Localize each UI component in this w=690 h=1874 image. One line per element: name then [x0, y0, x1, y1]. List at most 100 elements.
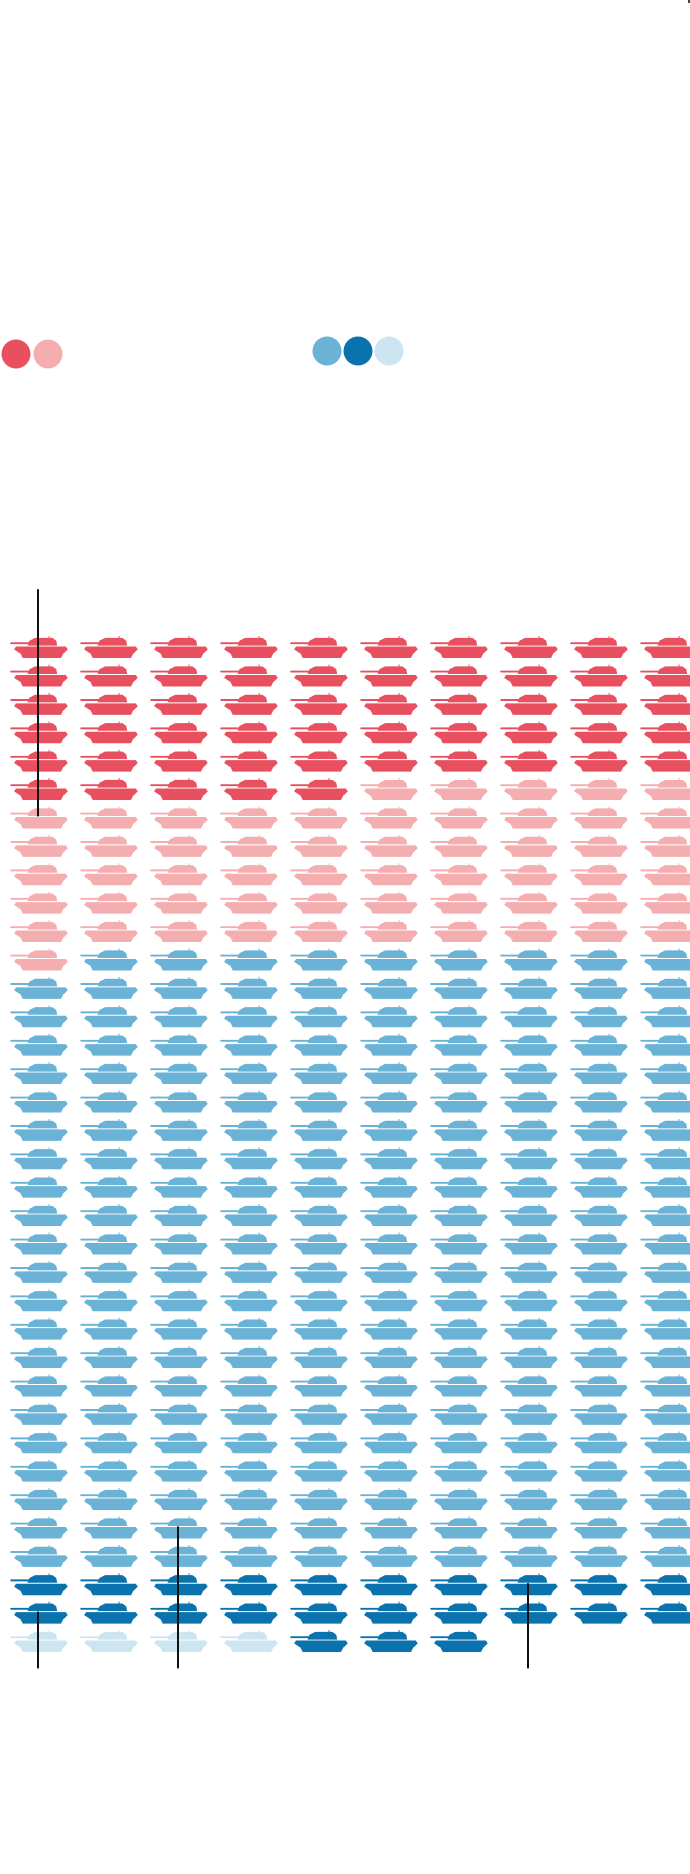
- tank-mark: [10, 920, 68, 943]
- tank-mark: [430, 636, 488, 659]
- tank-mark: [150, 834, 208, 857]
- legend-swatch-left-0: [1, 339, 31, 369]
- tank-mark: [220, 1260, 278, 1283]
- tank-mark: [360, 1488, 418, 1511]
- tank-mark: [430, 1459, 488, 1482]
- tank-mark: [360, 920, 418, 943]
- tank-mark: [290, 1601, 348, 1624]
- tank-mark: [220, 1175, 278, 1198]
- tank-mark: [500, 1090, 558, 1113]
- tank-mark: [220, 721, 278, 744]
- legend-swatch-right-0: [312, 336, 342, 366]
- tank-mark: [10, 1289, 68, 1312]
- tank-mark: [570, 1544, 628, 1567]
- tank-mark: [10, 1488, 68, 1511]
- tank-mark: [290, 976, 348, 999]
- tank-mark: [360, 1033, 418, 1056]
- tank-mark: [570, 1033, 628, 1056]
- tank-mark: [570, 1374, 628, 1397]
- tank-mark: [430, 1630, 488, 1653]
- tank-mark: [570, 636, 628, 659]
- tank-mark: [150, 1232, 208, 1255]
- tank-mark: [150, 1090, 208, 1113]
- tank-mark: [10, 1317, 68, 1340]
- tank-mark: [360, 1573, 418, 1596]
- tank-mark: [430, 1175, 488, 1198]
- tank-mark: [570, 920, 628, 943]
- tank-mark: [500, 1374, 558, 1397]
- tank-mark: [640, 1175, 690, 1198]
- tank-mark: [570, 1459, 628, 1482]
- tank-mark: [80, 920, 138, 943]
- tank-mark: [220, 1317, 278, 1340]
- tank-mark: [290, 1459, 348, 1482]
- tank-mark: [430, 891, 488, 914]
- tank-mark: [220, 834, 278, 857]
- tank-mark: [220, 1431, 278, 1454]
- tank-mark: [150, 1346, 208, 1369]
- tank-mark: [500, 778, 558, 801]
- tank-mark: [150, 1175, 208, 1198]
- tank-mark: [640, 749, 690, 772]
- tank-mark: [150, 692, 208, 715]
- tank-mark: [360, 1346, 418, 1369]
- tank-mark: [640, 664, 690, 687]
- tank-mark: [150, 1402, 208, 1425]
- tank-mark: [500, 1289, 558, 1312]
- tank-mark: [80, 664, 138, 687]
- tank-mark: [150, 664, 208, 687]
- tank-mark: [290, 1062, 348, 1085]
- tank-mark: [150, 806, 208, 829]
- tank-mark: [570, 976, 628, 999]
- tank-mark: [80, 1175, 138, 1198]
- tank-mark: [640, 1601, 690, 1624]
- tank-mark: [80, 1374, 138, 1397]
- tank-mark: [640, 1431, 690, 1454]
- tank-mark: [570, 1317, 628, 1340]
- tank-mark: [430, 976, 488, 999]
- tank-mark: [640, 976, 690, 999]
- tank-mark: [290, 1346, 348, 1369]
- tank-mark: [290, 1317, 348, 1340]
- tank-mark: [150, 1033, 208, 1056]
- tank-mark: [500, 721, 558, 744]
- tank-mark: [80, 1573, 138, 1596]
- tank-mark: [500, 920, 558, 943]
- tank-mark: [500, 1317, 558, 1340]
- tank-mark: [570, 1488, 628, 1511]
- tank-mark: [570, 692, 628, 715]
- tank-mark: [220, 1516, 278, 1539]
- tank-mark: [430, 1062, 488, 1085]
- tank-mark: [290, 806, 348, 829]
- tank-mark: [360, 806, 418, 829]
- tank-mark: [10, 1147, 68, 1170]
- tank-mark: [500, 1488, 558, 1511]
- tank-mark: [570, 1573, 628, 1596]
- tank-mark: [150, 1062, 208, 1085]
- tank-mark: [220, 1488, 278, 1511]
- tank-grid: [10, 636, 690, 1653]
- tank-mark: [290, 1147, 348, 1170]
- tank-mark: [80, 1289, 138, 1312]
- tank-mark: [10, 834, 68, 857]
- tank-mark: [360, 834, 418, 857]
- tank-mark: [80, 721, 138, 744]
- tank-mark: [640, 1516, 690, 1539]
- tank-mark: [430, 1346, 488, 1369]
- tank-mark: [360, 721, 418, 744]
- tank-mark: [640, 1374, 690, 1397]
- tank-mark: [10, 1374, 68, 1397]
- tank-mark: [430, 1601, 488, 1624]
- tank-mark: [290, 948, 348, 971]
- tank-mark: [290, 1516, 348, 1539]
- tank-mark: [360, 1147, 418, 1170]
- tank-mark: [80, 1090, 138, 1113]
- tank-mark: [500, 1516, 558, 1539]
- tank-mark: [80, 1062, 138, 1085]
- tank-mark: [10, 1005, 68, 1028]
- tank-mark: [290, 1090, 348, 1113]
- tank-mark: [360, 1431, 418, 1454]
- tank-mark: [80, 1232, 138, 1255]
- tank-mark: [290, 1374, 348, 1397]
- tank-mark: [430, 1544, 488, 1567]
